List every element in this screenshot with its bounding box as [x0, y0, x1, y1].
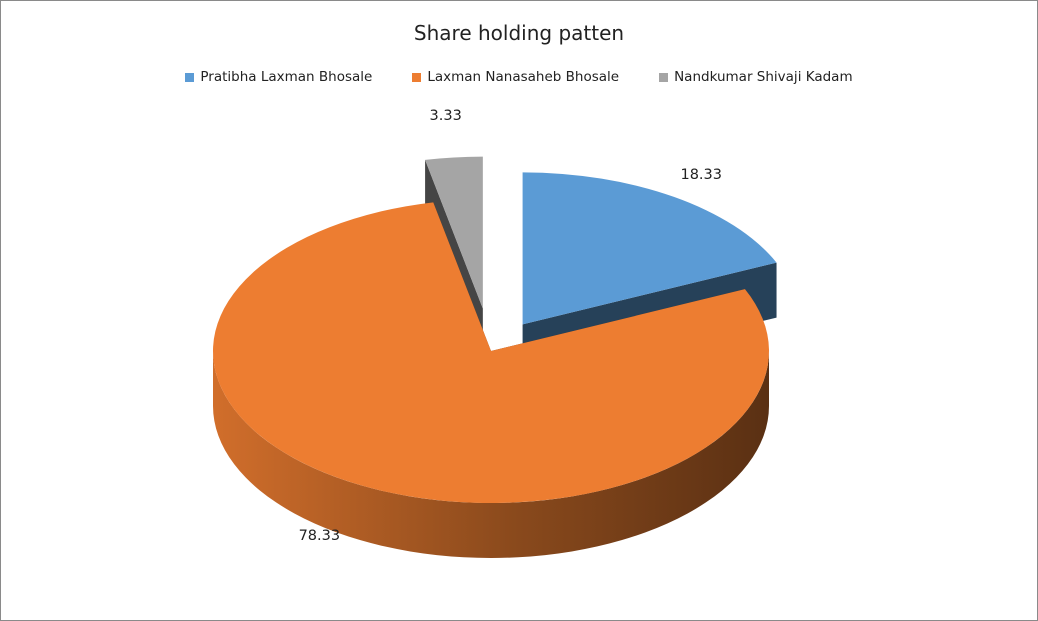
- data-label-nandkumar-shivaji-kadam: 3.33: [430, 108, 462, 124]
- legend-label: Pratibha Laxman Bhosale: [200, 69, 373, 85]
- data-label-laxman-nanasaheb-bhosale: 78.33: [299, 528, 341, 544]
- data-label-pratibha-laxman-bhosale: 18.33: [680, 167, 722, 183]
- legend-entry-laxman-nanasaheb-bhosale: Laxman Nanasaheb Bhosale: [412, 69, 619, 85]
- pie-slice-laxman-nanasaheb-bhosale: [212, 202, 769, 558]
- legend-entry-pratibha-laxman-bhosale: Pratibha Laxman Bhosale: [185, 69, 372, 85]
- legend-swatch: [412, 72, 422, 82]
- legend: Pratibha Laxman Bhosale Laxman Nanasaheb …: [1, 69, 1037, 85]
- legend-swatch: [185, 72, 195, 82]
- legend-label: Laxman Nanasaheb Bhosale: [427, 69, 620, 85]
- chart-title: Share holding patten: [413, 21, 625, 45]
- legend-entry-nandkumar-shivaji-kadam: Nandkumar Shivaji Kadam: [659, 69, 853, 85]
- legend-swatch: [659, 72, 669, 82]
- legend-label: Nandkumar Shivaji Kadam: [674, 69, 853, 85]
